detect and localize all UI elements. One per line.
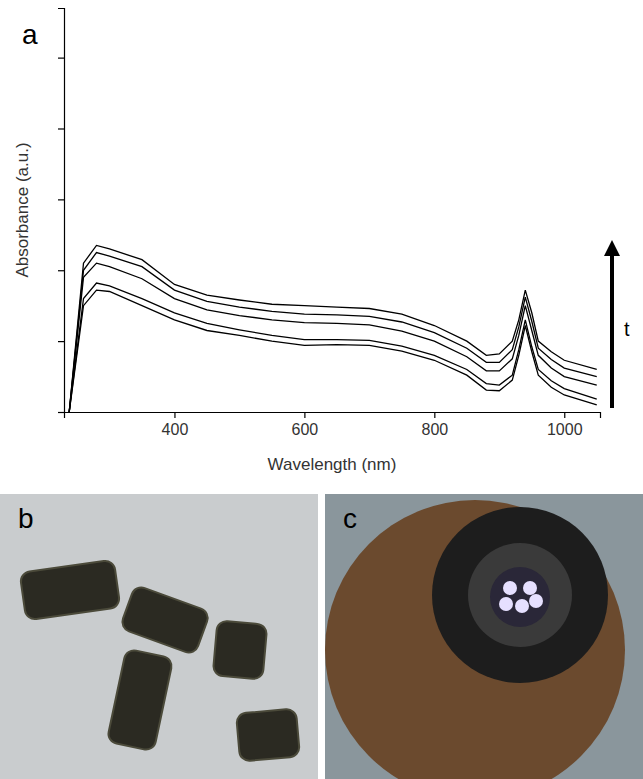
photo-c [325,494,643,779]
light-spot [523,581,537,595]
y-axis-line [58,9,65,413]
x-tick-label: 800 [421,421,448,438]
spectrum-line [69,245,597,412]
panel-label: c [343,503,357,534]
copper-holder [325,500,625,779]
x-tick: 1000 [547,412,583,438]
spectrum-line [69,253,597,412]
spectrum-line [69,283,597,412]
spectrum-line [69,263,597,412]
x-tick: 400 [162,412,189,438]
y-axis-title: Absorbance (a.u.) [13,142,32,277]
pellet [107,649,174,752]
plot-area [69,245,597,412]
y-tick-mark [58,199,64,200]
y-tick-mark [58,270,64,271]
light-spot [515,599,529,613]
x-tick-mark [434,412,435,418]
x-axis: 400 600 800 1000 [65,412,601,438]
window [490,567,550,627]
y-tick [58,128,64,129]
light-spot [529,594,543,608]
light-spot [503,581,517,595]
photo-background [0,494,318,779]
y-tick [58,199,64,200]
x-tick-mark [304,412,305,418]
panel-label: b [18,503,34,534]
spectrum-line [69,290,597,412]
x-tick-mark [174,412,175,418]
pellet [20,560,121,621]
pellet [236,708,300,761]
panel-label: a [22,19,38,50]
time-arrow [610,248,614,408]
annotation: t [624,318,630,340]
tube-inner [468,543,572,647]
x-axis-line [65,413,601,419]
pellet [213,620,268,679]
y-tick-mark [58,412,64,413]
x-tick-label: 400 [162,421,189,438]
pellet [120,585,211,656]
photo-b [0,494,318,779]
light-spot [499,597,513,611]
tube-outer [432,507,608,683]
y-tick-mark [58,341,64,342]
x-axis-title: Wavelength (nm) [268,455,397,474]
y-tick-mark [58,58,64,59]
x-tick-label: 1000 [547,421,583,438]
x-tick-mark [564,412,565,418]
y-axis [58,9,65,413]
y-tick-mark [58,128,64,129]
y-tick [58,412,64,413]
y-tick [58,270,64,271]
y-tick [58,341,64,342]
y-tick [58,58,64,59]
x-tick-label: 600 [292,421,319,438]
x-tick: 800 [421,412,448,438]
x-tick: 600 [292,412,319,438]
